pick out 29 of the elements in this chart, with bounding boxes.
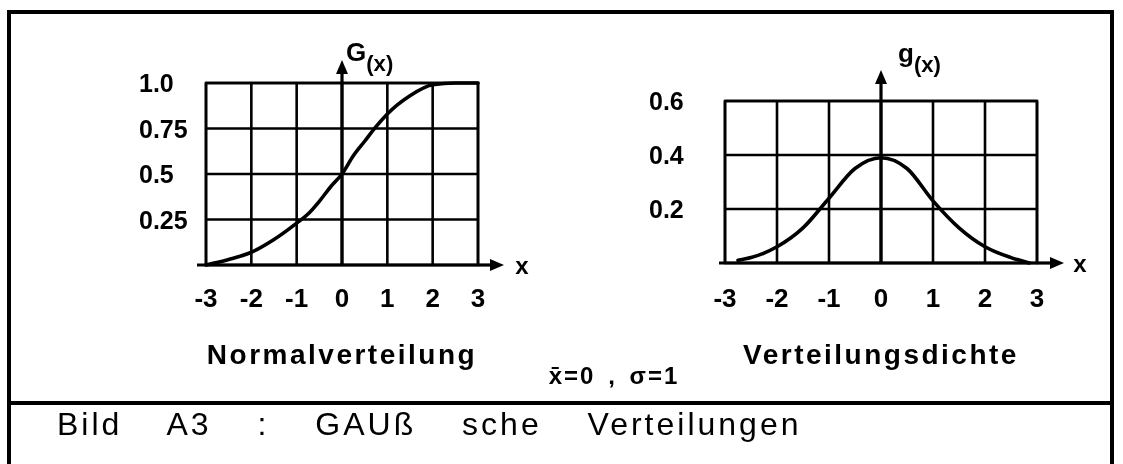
y-tick-label: 0.75 [139,114,188,143]
x-tick-label: -2 [765,283,789,313]
x-tick-label: 2 [977,283,993,313]
text: Normalverteilung [206,339,478,370]
y-tick-label: 0.2 [649,195,684,223]
x-tick-label: -1 [817,283,841,313]
text: x̄=0 , σ=1 [548,362,680,389]
y-axis-title: G$_{(x)}$ [346,37,394,76]
x-axis-title: x [515,251,530,279]
y-tick-label: 1.0 [139,69,174,97]
text: Bild A3 : GAUß sche Verteilungen [57,406,802,442]
x-tick-label: 3 [1029,283,1045,313]
y-axis-title: g$_{(x)}$ [898,38,941,77]
x-tick-label: -3 [713,283,737,313]
x-tick-label: -2 [239,283,263,313]
text: Verteilungsdichte [743,339,1019,370]
y-tick-label: 0.4 [649,141,684,169]
x-tick-label: 2 [425,283,440,313]
x-tick-label: 0 [873,283,889,313]
x-tick-label: 3 [470,283,486,313]
y-tick-label: 0.5 [139,160,174,188]
x-axis-title: x [1073,249,1088,277]
y-tick-label: 0.6 [649,87,684,115]
x-tick-label: -1 [285,283,309,313]
x-tick-label: -3 [194,283,218,313]
y-tick-label: 0.25 [139,205,188,234]
x-tick-label: 1 [380,283,395,313]
x-tick-label: 0 [334,283,350,313]
x-tick-label: 1 [925,283,941,313]
